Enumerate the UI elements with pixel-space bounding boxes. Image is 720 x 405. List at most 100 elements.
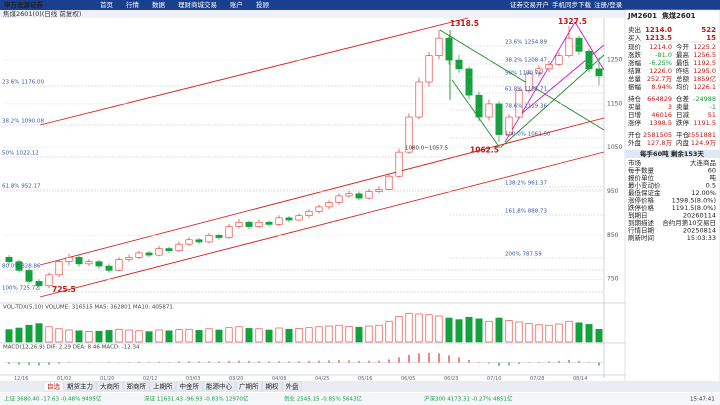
volume-bar [275, 327, 283, 343]
field-value: 664829 [647, 95, 672, 103]
volume-bar [75, 330, 83, 343]
volume-bar [385, 320, 393, 343]
candle-body [345, 193, 353, 197]
field-value: 2581505 [643, 131, 672, 139]
tab[interactable] [235, 381, 262, 392]
info-value: 0.5 [706, 182, 716, 190]
field-value: -24988 [693, 95, 716, 103]
candle-body [45, 274, 53, 287]
y-tick-label: 750 [607, 276, 619, 283]
info-value: 12.00% [691, 189, 716, 197]
volume-bar [495, 317, 503, 343]
candle-body [515, 90, 523, 118]
tab[interactable] [96, 381, 123, 392]
candle-body [75, 256, 83, 265]
field-label: 仓差 [676, 94, 690, 103]
tab[interactable] [63, 381, 97, 392]
x-tick-label: 05/16 [358, 376, 372, 382]
volume-bar [215, 329, 223, 343]
candle-body [195, 239, 203, 243]
candle-body [125, 256, 133, 260]
volume-bar [355, 326, 363, 343]
tab[interactable] [149, 381, 176, 392]
candle-body [145, 252, 153, 256]
candle-body [205, 235, 213, 243]
volume-bar [305, 327, 313, 343]
field-label: 最低 [676, 58, 690, 67]
info-value: 15:03:33 [687, 234, 716, 242]
tab-label[interactable]: 大商所 [100, 382, 120, 391]
candle-body [165, 248, 173, 252]
field-label: 日增 [628, 110, 641, 119]
status-item: 沪深300 4173.31 -0.27% 4851亿 [424, 395, 513, 403]
volume-bar [115, 328, 123, 343]
menu-item[interactable]: 投顾 [256, 0, 270, 9]
tab-label[interactable]: 能源中心 [206, 382, 233, 391]
status-item: 上证 3680.40 -17.63 -0.48% 9495亿 [4, 395, 102, 403]
candle-body [445, 37, 453, 61]
field-label: 外盘 [628, 138, 642, 147]
volume-bar [205, 328, 213, 343]
fib-label: 61.8% 1161.71 [505, 87, 547, 93]
section-title: 每手60吨 剩余153天 [640, 149, 704, 158]
info-value: 大连商品 [690, 158, 716, 167]
candle-body [315, 206, 323, 212]
field-value: 1226.0 [649, 67, 672, 75]
menu-item[interactable]: 理财商城 [178, 0, 205, 9]
tab-label[interactable]: 广期所 [239, 382, 259, 391]
tab[interactable] [43, 381, 64, 392]
menu-item[interactable]: 账户 [230, 0, 243, 9]
volume-bar [135, 330, 143, 343]
price-annotation: 1318.5 [450, 19, 479, 28]
tab[interactable] [123, 381, 150, 392]
menu-link[interactable]: 手机同步下载 [552, 0, 592, 9]
fib-label: 23.6% 1254.89 [505, 40, 547, 46]
field-value: 1398.5 [649, 119, 672, 127]
candle-body [55, 261, 63, 276]
menu-item[interactable]: 数据 [152, 0, 166, 9]
volume-bar [455, 319, 463, 343]
info-label: 刷新时间 [628, 233, 654, 242]
x-tick-label: 01/20 [100, 376, 114, 382]
info-value: 吨 [710, 173, 717, 182]
menu-item[interactable]: 首页 [100, 0, 114, 9]
volume-bar [195, 330, 203, 343]
tab-label[interactable]: 郑商所 [127, 382, 147, 391]
candle-body [185, 239, 193, 245]
price-annotation: 1062.5 [470, 145, 499, 154]
tab-label[interactable]: 上期所 [153, 382, 173, 391]
field-label: 日减 [676, 110, 690, 119]
tab-label[interactable]: 自选 [47, 382, 61, 391]
tab-label[interactable]: 中金所 [180, 382, 200, 391]
quote-panel [624, 9, 720, 383]
candle-body [285, 217, 293, 221]
x-tick-label: 07/28 [530, 376, 544, 382]
volume-bar [395, 316, 403, 343]
tab[interactable] [282, 381, 302, 392]
volume-bar [85, 331, 93, 343]
tab-label[interactable]: 外盘 [286, 382, 300, 391]
field-label: 平仓 [676, 130, 690, 139]
tab[interactable] [202, 381, 236, 392]
menu-link[interactable]: 证券交易开户 [510, 0, 549, 9]
tab[interactable] [262, 381, 282, 392]
field-value: 1256.5 [693, 51, 716, 59]
menu-item[interactable]: 交易 [204, 0, 217, 9]
order-price: 1213.5 [645, 34, 672, 42]
tab-label[interactable]: 期权 [266, 382, 280, 391]
candle-body [475, 94, 483, 118]
menu-link[interactable]: 注册/登录 [594, 0, 623, 9]
menu-item[interactable]: 行情 [126, 0, 140, 9]
chart-title: 焦煤2601(0)(日线 前复权) [3, 9, 81, 18]
fib-label: 200% 787.59 [505, 252, 542, 258]
tab[interactable] [176, 381, 203, 392]
candle-body [355, 193, 363, 199]
order-volume: 522 [701, 26, 716, 34]
x-tick-label: 03/20 [229, 376, 243, 382]
volume-bar [575, 322, 583, 343]
tab-label[interactable]: 期货主力 [67, 382, 93, 391]
volume-bar [285, 328, 293, 343]
candle-body [415, 81, 423, 118]
info-label: 报价单位 [628, 173, 655, 182]
